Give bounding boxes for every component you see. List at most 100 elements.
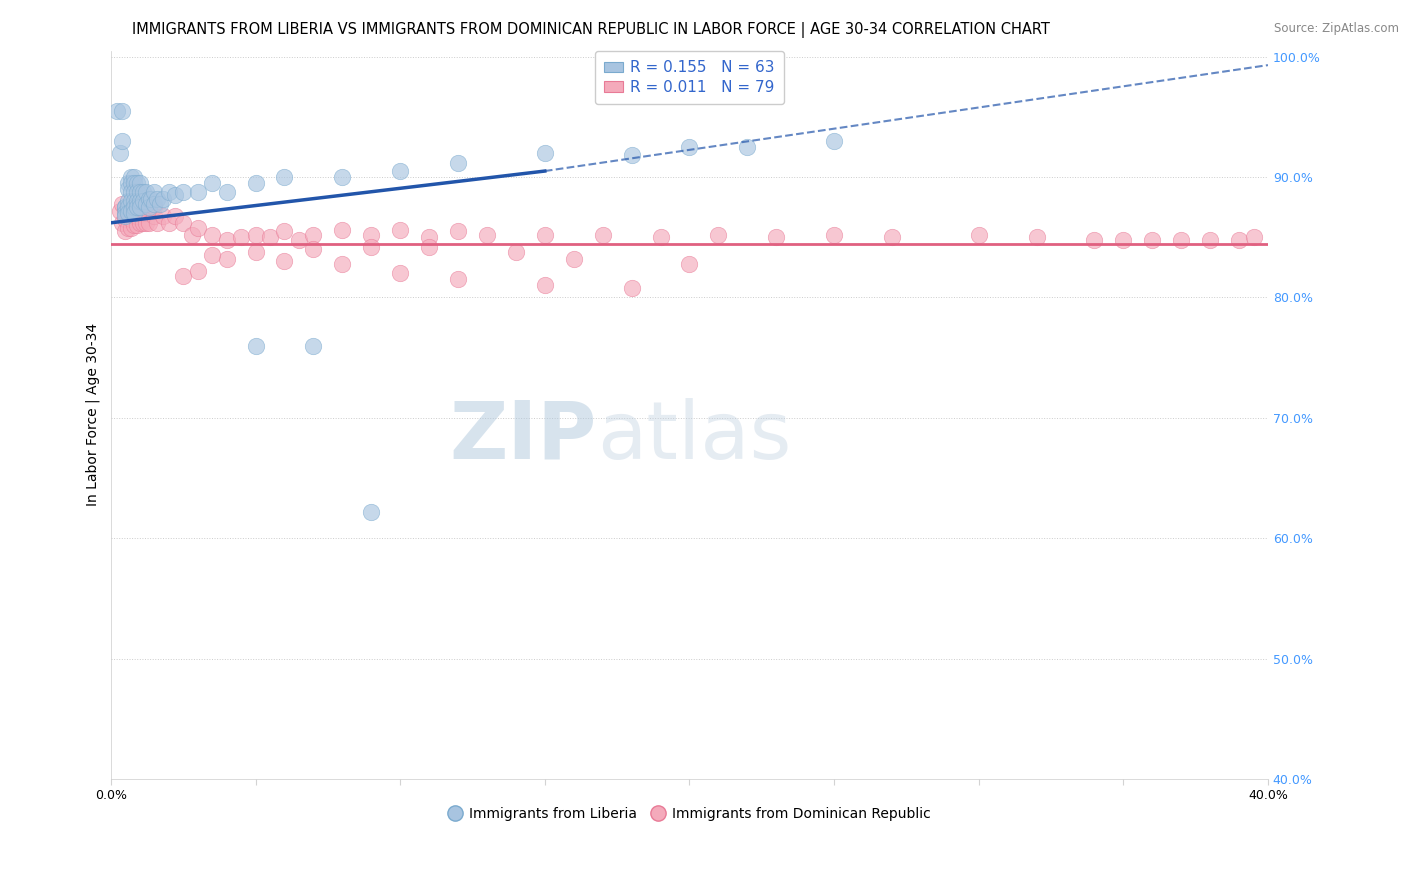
Point: [149, 196, 172, 211]
Point: [229, 230, 252, 244]
Point: [447, 272, 470, 286]
Point: [245, 227, 267, 242]
Point: [117, 176, 139, 190]
Point: [132, 185, 155, 199]
Point: [172, 185, 194, 199]
Point: [132, 206, 155, 220]
Point: [122, 185, 145, 199]
Point: [1083, 233, 1105, 247]
Point: [120, 203, 142, 218]
Point: [125, 218, 148, 232]
Text: ZIP: ZIP: [450, 398, 598, 475]
Point: [114, 203, 136, 218]
Point: [245, 176, 267, 190]
Point: [245, 338, 267, 352]
Point: [114, 200, 136, 214]
Point: [122, 194, 145, 208]
Point: [389, 266, 412, 280]
Point: [163, 188, 186, 202]
Point: [389, 223, 412, 237]
Point: [1142, 233, 1164, 247]
Point: [172, 216, 194, 230]
Point: [157, 185, 180, 199]
Point: [273, 170, 295, 185]
Point: [128, 176, 150, 190]
Point: [143, 196, 166, 211]
Point: [273, 254, 295, 268]
Point: [707, 227, 730, 242]
Point: [215, 185, 238, 199]
Point: [330, 257, 353, 271]
Point: [143, 200, 166, 214]
Point: [128, 216, 150, 230]
Point: [111, 103, 134, 118]
Point: [125, 200, 148, 214]
Point: [120, 170, 142, 185]
Point: [447, 155, 470, 169]
Point: [125, 185, 148, 199]
Point: [389, 164, 412, 178]
Point: [302, 338, 325, 352]
Point: [114, 200, 136, 214]
Point: [880, 230, 903, 244]
Point: [1112, 233, 1135, 247]
Point: [120, 194, 142, 208]
Point: [146, 216, 169, 230]
Point: [302, 242, 325, 256]
Point: [128, 206, 150, 220]
Point: [135, 206, 157, 220]
Point: [122, 200, 145, 214]
Point: [138, 192, 160, 206]
Point: [245, 244, 267, 259]
Point: [114, 209, 136, 223]
Point: [823, 134, 845, 148]
Point: [533, 278, 555, 293]
Point: [114, 206, 136, 220]
Point: [132, 216, 155, 230]
Point: [120, 185, 142, 199]
Point: [180, 227, 202, 242]
Point: [143, 185, 166, 199]
Text: Source: ZipAtlas.com: Source: ZipAtlas.com: [1274, 22, 1399, 36]
Point: [505, 244, 527, 259]
Point: [152, 209, 174, 223]
Point: [215, 252, 238, 266]
Point: [138, 200, 160, 214]
Point: [111, 134, 134, 148]
Point: [120, 212, 142, 227]
Point: [475, 227, 498, 242]
Point: [172, 268, 194, 283]
Y-axis label: In Labor Force | Age 30-34: In Labor Force | Age 30-34: [86, 323, 100, 507]
Point: [187, 185, 209, 199]
Point: [117, 220, 139, 235]
Text: IMMIGRANTS FROM LIBERIA VS IMMIGRANTS FROM DOMINICAN REPUBLIC IN LABOR FORCE | A: IMMIGRANTS FROM LIBERIA VS IMMIGRANTS FR…: [132, 22, 1049, 38]
Point: [141, 192, 163, 206]
Point: [418, 240, 440, 254]
Point: [201, 248, 224, 262]
Point: [163, 209, 186, 223]
Point: [114, 224, 136, 238]
Point: [737, 140, 759, 154]
Point: [122, 209, 145, 223]
Point: [122, 170, 145, 185]
Point: [111, 196, 134, 211]
Point: [125, 209, 148, 223]
Point: [201, 176, 224, 190]
Point: [157, 216, 180, 230]
Point: [117, 182, 139, 196]
Point: [678, 140, 700, 154]
Point: [302, 227, 325, 242]
Point: [620, 148, 643, 162]
Point: [135, 216, 157, 230]
Point: [215, 233, 238, 247]
Point: [122, 206, 145, 220]
Point: [128, 194, 150, 208]
Point: [1025, 230, 1047, 244]
Point: [111, 216, 134, 230]
Point: [418, 230, 440, 244]
Point: [138, 216, 160, 230]
Point: [187, 220, 209, 235]
Point: [128, 185, 150, 199]
Point: [330, 170, 353, 185]
Point: [114, 212, 136, 227]
